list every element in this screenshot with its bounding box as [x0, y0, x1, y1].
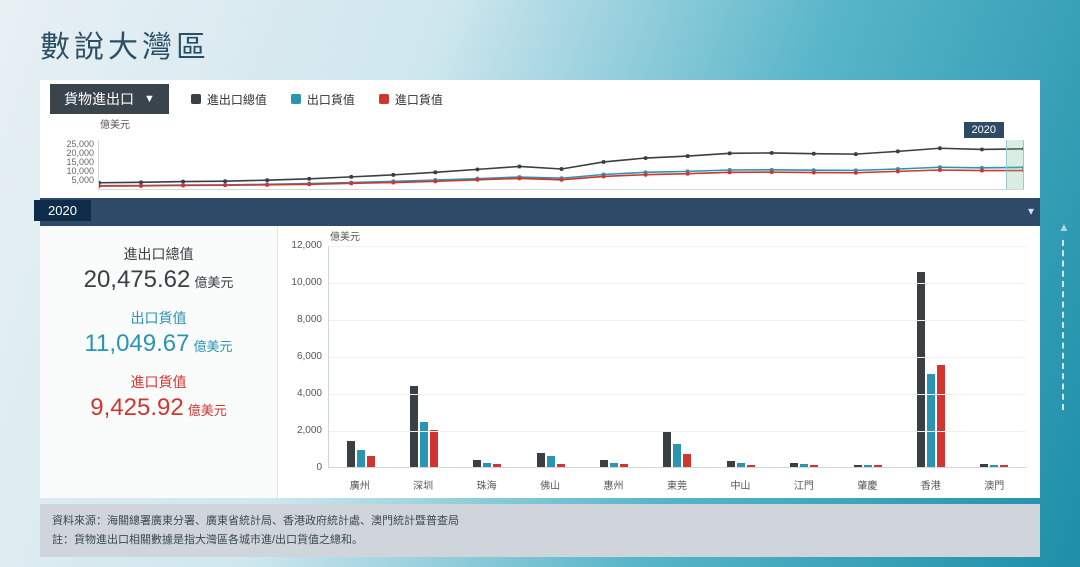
dotted-line	[1062, 240, 1064, 410]
side-decoration: ▲	[1058, 220, 1068, 420]
mini-y-axis-label: 億美元	[100, 116, 130, 131]
dashboard-card: 貨物進出口 ▼ 進出口總值 出口貨值 進口貨值 億美元 25,00020,000…	[40, 80, 1040, 498]
footer-notes: 資料來源：海關總署廣東分署、廣東省統計局、香港政府統計處、澳門統計暨普查局 註：…	[40, 504, 1040, 557]
year-pill: 2020	[34, 200, 91, 221]
bar[interactable]	[420, 422, 428, 467]
stat-unit: 億美元	[188, 403, 227, 418]
stat-import: 進口貨值 9,425.92 億美元	[90, 372, 226, 422]
legend: 進出口總值 出口貨值 進口貨值	[191, 91, 443, 108]
x-label: 惠州	[582, 477, 645, 492]
bar[interactable]	[357, 450, 365, 467]
stat-total: 進出口總值 20,475.62億美元	[84, 244, 234, 294]
legend-label: 進出口總值	[207, 91, 267, 108]
x-label: 江門	[772, 477, 835, 492]
bar[interactable]	[430, 430, 438, 467]
bar[interactable]	[1000, 465, 1008, 467]
bar[interactable]	[663, 431, 671, 467]
x-label: 中山	[709, 477, 772, 492]
bar[interactable]	[937, 365, 945, 467]
stat-number: 11,049.67	[84, 330, 189, 357]
x-label: 香港	[899, 477, 962, 492]
bar[interactable]	[990, 465, 998, 467]
trend-selected-year-tab: 2020	[964, 122, 1004, 138]
bar[interactable]	[747, 465, 755, 467]
bar[interactable]	[410, 386, 418, 467]
metric-dropdown[interactable]: 貨物進出口 ▼	[50, 84, 169, 114]
bar[interactable]	[367, 456, 375, 467]
legend-import[interactable]: 進口貨值	[379, 91, 443, 108]
bar-chart: 億美元 12,00010,0008,0006,0004,0002,0000 廣州…	[278, 226, 1040, 498]
footer-note: 註：貨物進出口相關數據是指大灣區各城市進/出口貨值之總和。	[52, 531, 1028, 550]
legend-label: 進口貨值	[395, 91, 443, 108]
bar[interactable]	[927, 374, 935, 467]
header-row: 貨物進出口 ▼ 進出口總值 出口貨值 進口貨值	[40, 80, 1040, 118]
stat-unit: 億美元	[194, 275, 233, 290]
stat-value: 11,049.67 億美元	[84, 330, 232, 358]
stat-export: 出口貨值 11,049.67 億美元	[84, 308, 232, 358]
mini-svg	[99, 140, 1024, 189]
bar-plot-area	[328, 246, 1026, 468]
stat-label: 進出口總值	[84, 244, 234, 264]
bar[interactable]	[610, 463, 618, 467]
trend-selection[interactable]	[1006, 140, 1024, 189]
bar[interactable]	[800, 464, 808, 467]
x-label: 澳門	[963, 477, 1026, 492]
page-title: 數說大灣區	[40, 22, 210, 66]
bar[interactable]	[473, 460, 481, 467]
body-row: 進出口總值 20,475.62億美元 出口貨值 11,049.67億美元 進口貨…	[40, 226, 1040, 498]
stat-unit: 億美元	[193, 339, 232, 354]
legend-label: 出口貨值	[307, 91, 355, 108]
bar-x-labels: 廣州深圳珠海佛山惠州東莞中山江門肇慶香港澳門	[328, 477, 1026, 492]
stat-number: 20,475.62	[84, 266, 191, 293]
mini-plot-area[interactable]: 2020	[98, 140, 1024, 190]
x-label: 東莞	[645, 477, 708, 492]
bar-y-axis-label: 億美元	[330, 228, 360, 243]
x-label: 深圳	[391, 477, 454, 492]
year-band: 2020 ▾	[40, 198, 1040, 226]
bar[interactable]	[737, 463, 745, 467]
chevron-down-icon: ▼	[144, 93, 155, 105]
legend-export[interactable]: 出口貨值	[291, 91, 355, 108]
bar[interactable]	[557, 464, 565, 467]
stat-number: 9,425.92	[90, 394, 183, 421]
bar[interactable]	[600, 460, 608, 467]
bar[interactable]	[483, 463, 491, 467]
arrow-up-icon: ▲	[1058, 220, 1068, 234]
bar[interactable]	[537, 453, 545, 467]
bar[interactable]	[864, 465, 872, 467]
bar[interactable]	[980, 464, 988, 467]
x-label: 珠海	[455, 477, 518, 492]
mini-y-ticks: 25,00020,00015,00010,0005,000	[56, 140, 94, 185]
x-label: 佛山	[518, 477, 581, 492]
bar[interactable]	[620, 464, 628, 467]
bar[interactable]	[874, 465, 882, 467]
bar[interactable]	[493, 464, 501, 467]
trend-chart[interactable]: 億美元 25,00020,00015,00010,0005,000 2020	[40, 118, 1040, 198]
legend-swatch-import	[379, 94, 389, 104]
footer-source: 資料來源：海關總署廣東分署、廣東省統計局、香港政府統計處、澳門統計暨普查局	[52, 512, 1028, 531]
bar[interactable]	[673, 444, 681, 467]
bar[interactable]	[347, 441, 355, 467]
bar[interactable]	[683, 454, 691, 467]
filter-icon[interactable]: ▾	[1028, 204, 1034, 218]
x-label: 廣州	[328, 477, 391, 492]
bar[interactable]	[810, 465, 818, 467]
stat-label: 進口貨值	[90, 372, 226, 392]
stat-value: 9,425.92 億美元	[90, 394, 226, 422]
stats-column: 進出口總值 20,475.62億美元 出口貨值 11,049.67億美元 進口貨…	[40, 226, 278, 498]
bar-y-ticks: 12,00010,0008,0006,0004,0002,0000	[284, 246, 322, 468]
bar[interactable]	[727, 461, 735, 467]
stat-value: 20,475.62億美元	[84, 266, 234, 294]
stat-label: 出口貨值	[84, 308, 232, 328]
bar[interactable]	[854, 465, 862, 467]
x-label: 肇慶	[836, 477, 899, 492]
bar[interactable]	[917, 272, 925, 467]
bar[interactable]	[790, 463, 798, 467]
legend-swatch-export	[291, 94, 301, 104]
bar[interactable]	[547, 456, 555, 467]
legend-total[interactable]: 進出口總值	[191, 91, 267, 108]
dropdown-label: 貨物進出口	[64, 89, 134, 109]
legend-swatch-total	[191, 94, 201, 104]
